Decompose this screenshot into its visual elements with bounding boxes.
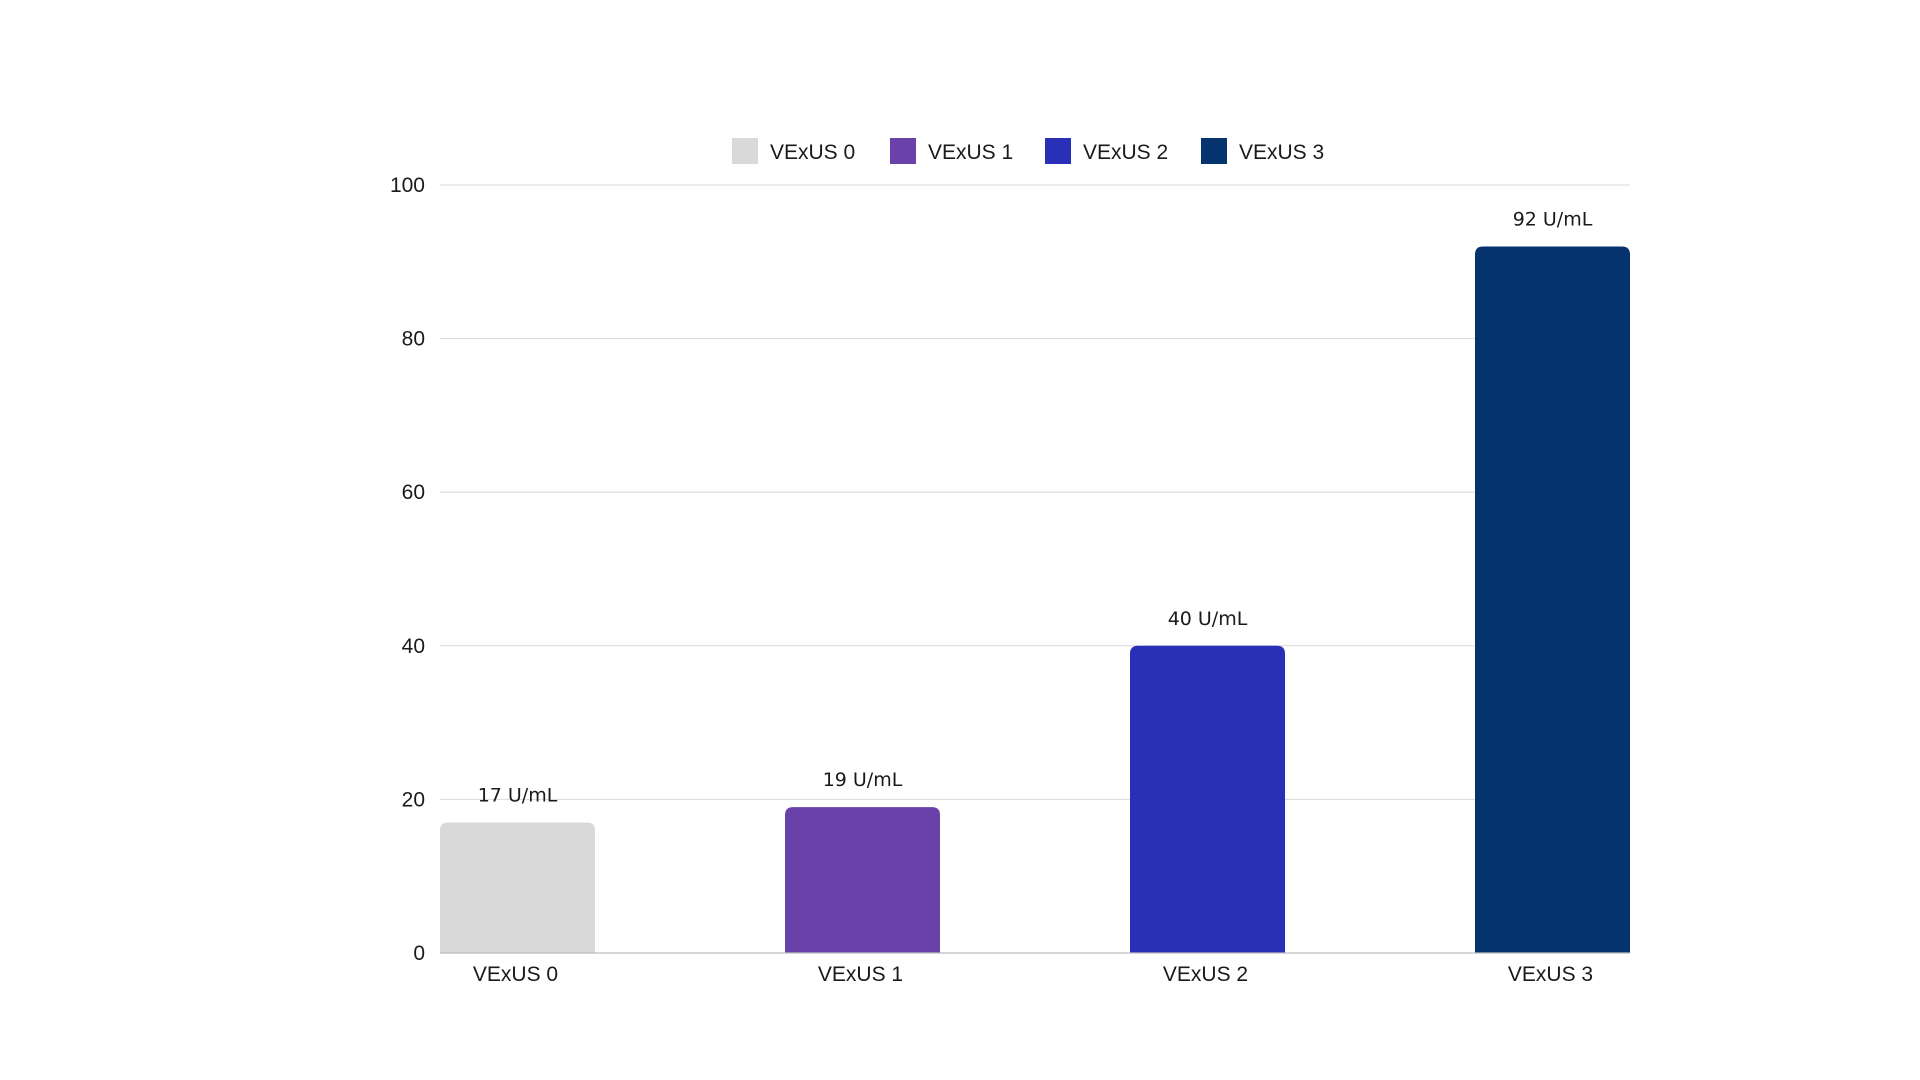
x-axis-labels: VExUS 0 VExUS 1 VExUS 2 VExUS 3 — [473, 963, 1593, 986]
y-tick-label: 80 — [402, 328, 425, 351]
y-tick-label: 0 — [413, 942, 425, 965]
legend-label: VExUS 1 — [928, 141, 1013, 164]
legend-label: VExUS 3 — [1239, 141, 1324, 164]
data-labels: 17 U/mL 19 U/mL 40 U/mL 92 U/mL — [478, 208, 1593, 806]
x-tick-label: VExUS 2 — [1163, 963, 1248, 986]
y-tick-label: 60 — [402, 481, 425, 504]
gridlines — [440, 184, 1630, 800]
legend-swatch — [1201, 138, 1227, 164]
bars — [440, 246, 1630, 953]
x-tick-label: VExUS 1 — [818, 963, 903, 986]
data-label: 92 U/mL — [1513, 208, 1593, 230]
bar-vexus-1 — [785, 807, 940, 953]
y-tick-label: 100 — [390, 174, 425, 197]
bar-vexus-2 — [1130, 645, 1285, 953]
bar-vexus-0 — [440, 822, 595, 953]
legend-swatch — [732, 138, 758, 164]
legend: VExUS 0 VExUS 1 VExUS 2 VExUS 3 — [732, 138, 1324, 164]
legend-label: VExUS 0 — [770, 141, 855, 164]
legend-label: VExUS 2 — [1083, 141, 1168, 164]
data-label: 17 U/mL — [478, 784, 558, 806]
legend-item[interactable]: VExUS 2 — [1045, 138, 1168, 164]
x-tick-label: VExUS 3 — [1508, 963, 1593, 986]
legend-item[interactable]: VExUS 3 — [1201, 138, 1324, 164]
legend-item[interactable]: VExUS 1 — [890, 138, 1013, 164]
legend-swatch — [1045, 138, 1071, 164]
y-axis-ticks: 0 20 40 60 80 100 — [390, 174, 425, 965]
data-label: 19 U/mL — [823, 769, 903, 791]
legend-item[interactable]: VExUS 0 — [732, 138, 855, 164]
x-tick-label: VExUS 0 — [473, 963, 558, 986]
y-tick-label: 40 — [402, 635, 425, 658]
data-label: 40 U/mL — [1168, 608, 1248, 630]
bar-vexus-3 — [1475, 246, 1630, 953]
legend-swatch — [890, 138, 916, 164]
y-tick-label: 20 — [402, 788, 425, 811]
